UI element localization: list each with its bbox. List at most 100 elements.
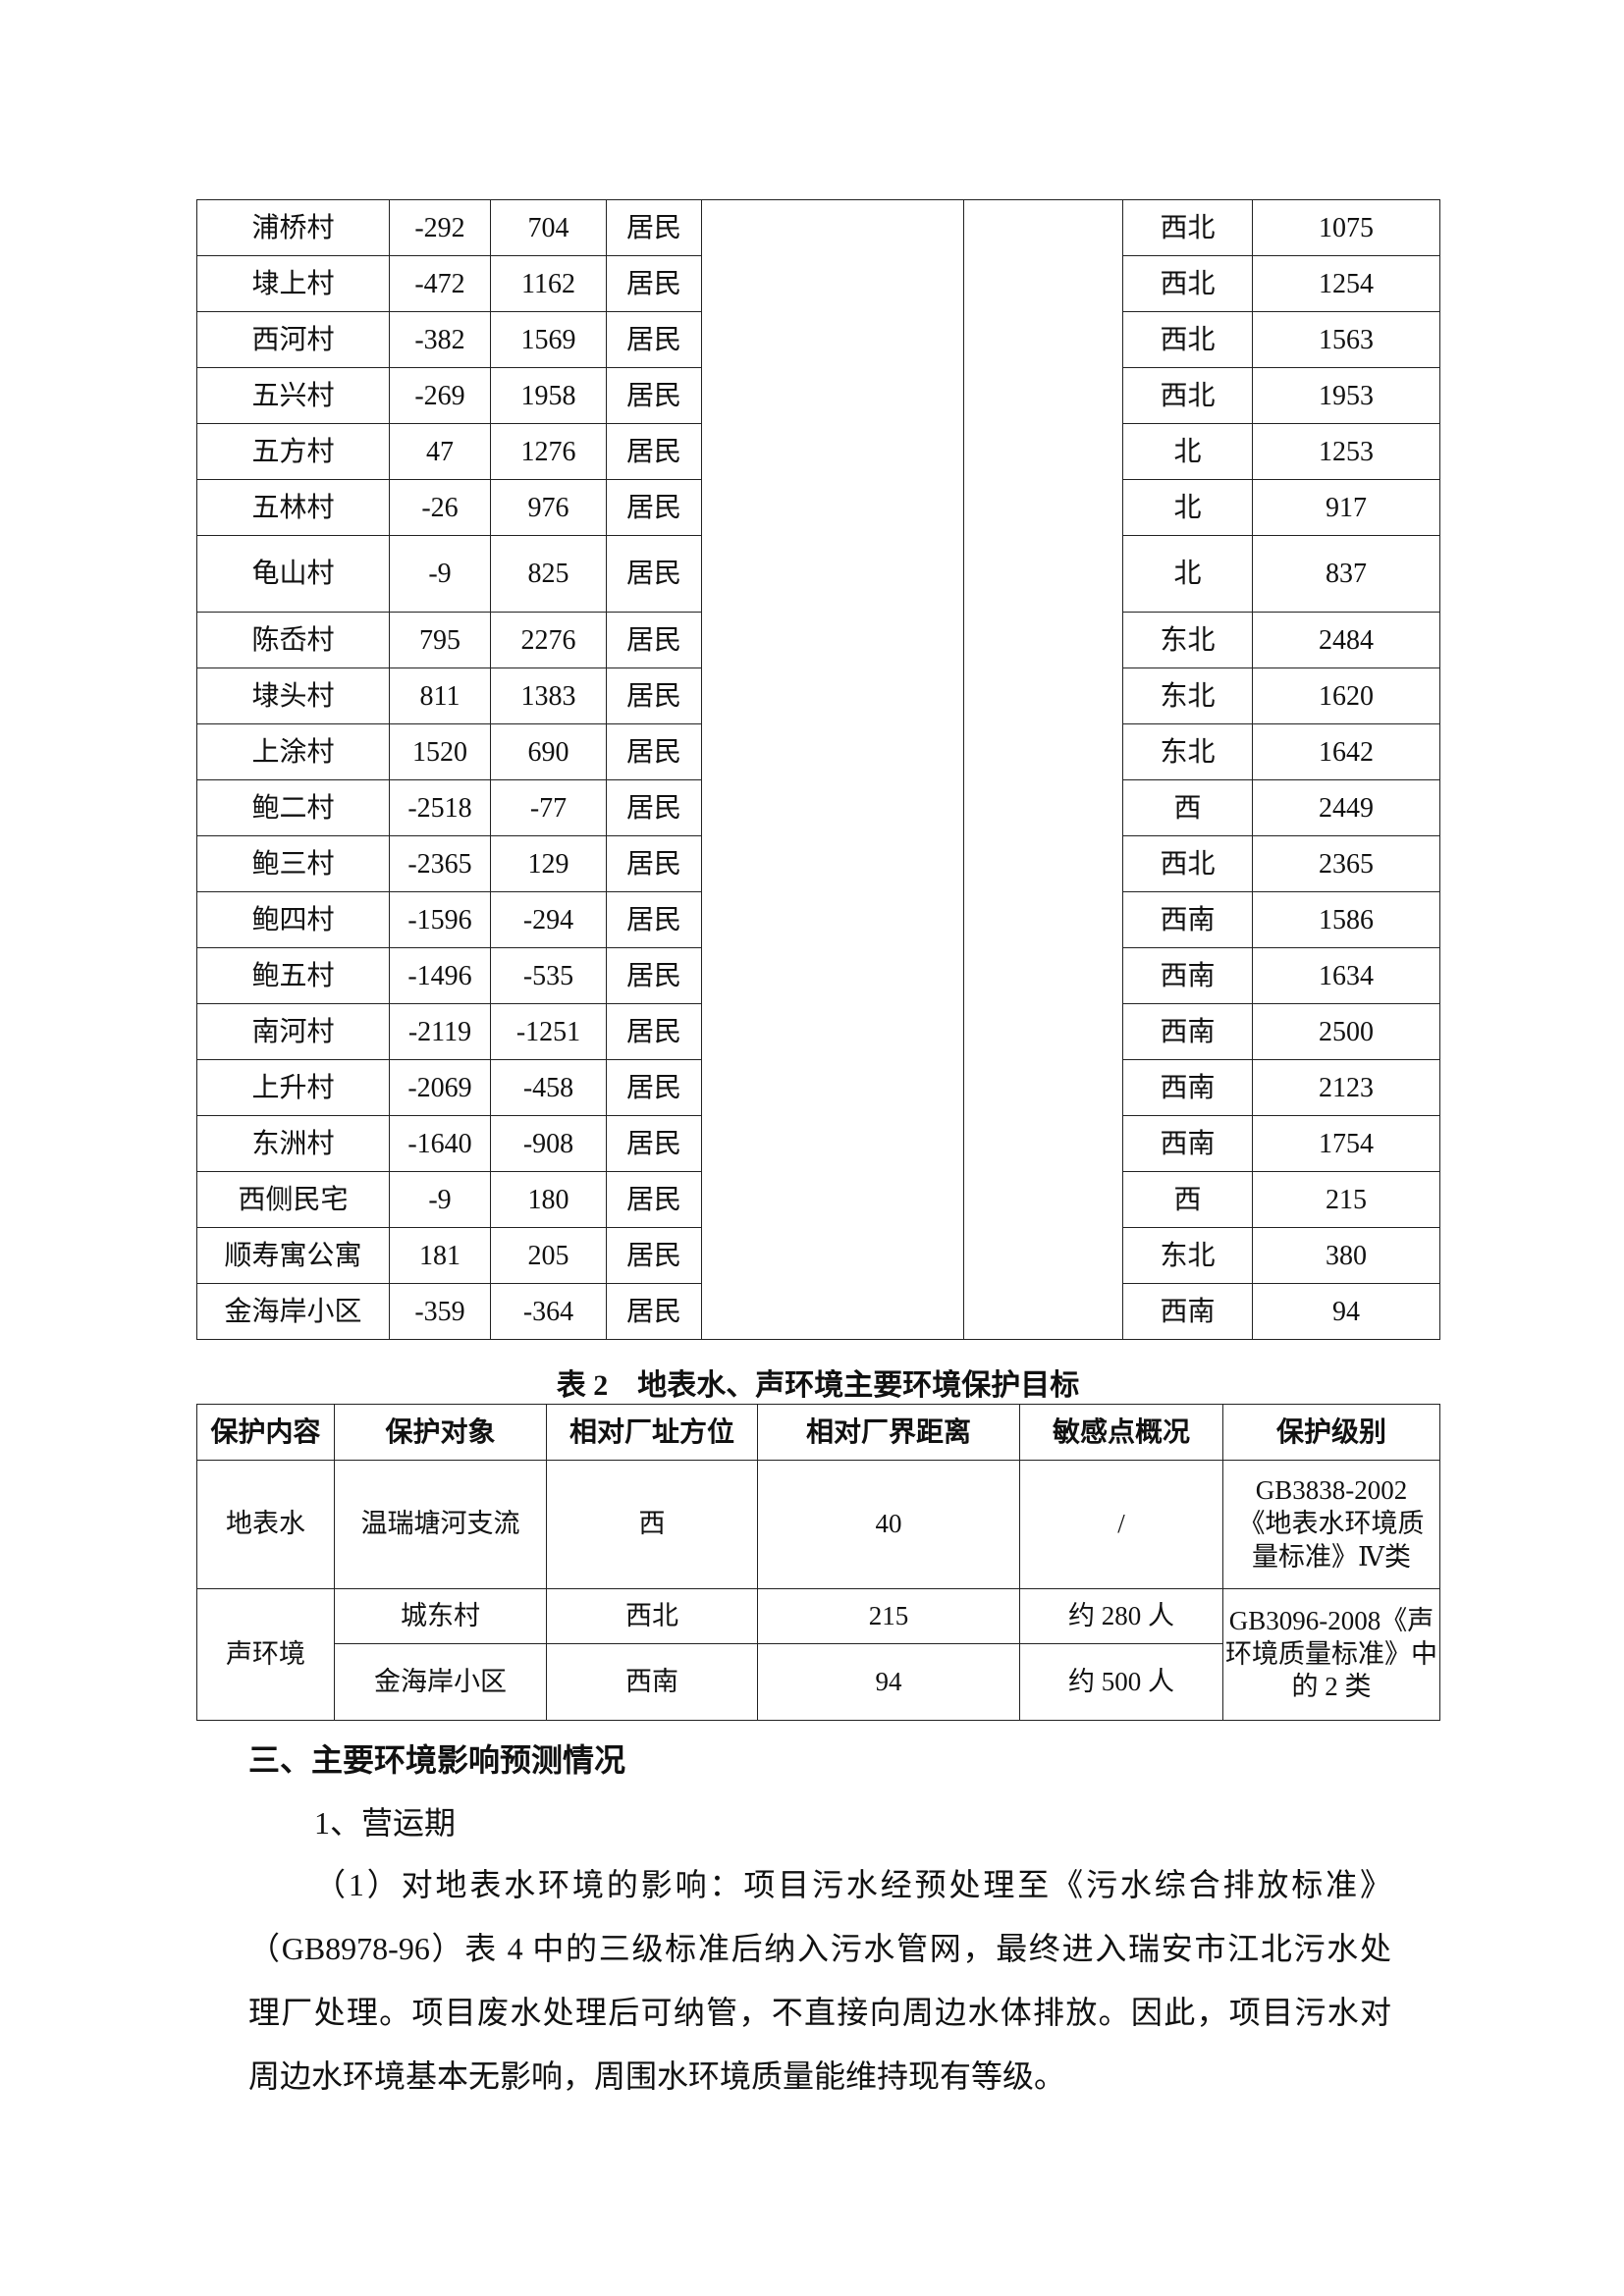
direction-cell: 西北 (1122, 199, 1253, 256)
x-coordinate-cell: 1520 (389, 723, 491, 780)
direction-cell: 西南 (546, 1643, 758, 1721)
name-cell: 鲍二村 (196, 779, 390, 836)
distance-cell: 1254 (1252, 255, 1440, 312)
type-cell: 居民 (606, 367, 702, 424)
distance-cell: 1563 (1252, 311, 1440, 368)
x-coordinate-cell: -26 (389, 479, 491, 536)
category-cell: 地表水 (196, 1460, 335, 1589)
type-cell: 居民 (606, 667, 702, 724)
target-cell: 城东村 (334, 1588, 547, 1644)
header-cell: 敏感点概况 (1019, 1404, 1223, 1461)
name-cell: 鲍五村 (196, 947, 390, 1004)
direction-cell: 西南 (1122, 1283, 1253, 1340)
header-cell: 相对厂界距离 (757, 1404, 1020, 1461)
distance-cell: 1075 (1252, 199, 1440, 256)
distance-cell: 837 (1252, 535, 1440, 613)
overview-cell: / (1019, 1460, 1223, 1589)
distance-cell: 917 (1252, 479, 1440, 536)
x-coordinate-cell: 795 (389, 612, 491, 668)
distance-cell: 215 (757, 1588, 1020, 1644)
direction-cell: 西北 (1122, 835, 1253, 892)
body-paragraph: （1）对地表水环境的影响：项目污水经预处理至《污水综合排放标准》 （GB8978… (248, 1863, 1391, 2118)
table-row: 地表水 温瑞塘河支流 西 40 / GB3838-2002《地表水环境质量标准》… (196, 1460, 1440, 1589)
type-cell: 居民 (606, 947, 702, 1004)
x-coordinate-cell: 181 (389, 1227, 491, 1284)
y-coordinate-cell: 2276 (490, 612, 607, 668)
name-cell: 陈岙村 (196, 612, 390, 668)
overview-cell: 约 280 人 (1019, 1588, 1223, 1644)
distance-cell: 2365 (1252, 835, 1440, 892)
header-cell: 相对厂址方位 (546, 1404, 758, 1461)
type-cell: 居民 (606, 535, 702, 613)
merged-blank-cell (963, 199, 1123, 1340)
x-coordinate-cell: -1640 (389, 1115, 491, 1172)
name-cell: 五方村 (196, 423, 390, 480)
name-cell: 埭上村 (196, 255, 390, 312)
x-coordinate-cell: -1496 (389, 947, 491, 1004)
x-coordinate-cell: -9 (389, 1171, 491, 1228)
name-cell: 金海岸小区 (196, 1283, 390, 1340)
x-coordinate-cell: -9 (389, 535, 491, 613)
direction-cell: 北 (1122, 535, 1253, 613)
y-coordinate-cell: 205 (490, 1227, 607, 1284)
y-coordinate-cell: -294 (490, 891, 607, 948)
distance-cell: 1620 (1252, 667, 1440, 724)
direction-cell: 西 (546, 1460, 758, 1589)
y-coordinate-cell: 690 (490, 723, 607, 780)
type-cell: 居民 (606, 479, 702, 536)
x-coordinate-cell: 811 (389, 667, 491, 724)
type-cell: 居民 (606, 612, 702, 668)
x-coordinate-cell: -2119 (389, 1003, 491, 1060)
y-coordinate-cell: 976 (490, 479, 607, 536)
y-coordinate-cell: -458 (490, 1059, 607, 1116)
y-coordinate-cell: 1569 (490, 311, 607, 368)
subsection-heading: 1、营运期 (314, 1805, 457, 1841)
y-coordinate-cell: 704 (490, 199, 607, 256)
name-cell: 西河村 (196, 311, 390, 368)
y-coordinate-cell: -535 (490, 947, 607, 1004)
type-cell: 居民 (606, 1059, 702, 1116)
table-row: 西河村 -382 1569 居民 西北 1563 (196, 311, 1440, 368)
level-cell: GB3096-2008《声环境质量标准》中的 2 类 (1222, 1588, 1440, 1721)
direction-cell: 西北 (546, 1588, 758, 1644)
type-cell: 居民 (606, 1227, 702, 1284)
name-cell: 埭头村 (196, 667, 390, 724)
direction-cell: 西南 (1122, 947, 1253, 1004)
direction-cell: 东北 (1122, 667, 1253, 724)
distance-cell: 380 (1252, 1227, 1440, 1284)
name-cell: 鲍四村 (196, 891, 390, 948)
overview-cell: 约 500 人 (1019, 1643, 1223, 1721)
type-cell: 居民 (606, 1003, 702, 1060)
table-row: 陈岙村 795 2276 居民 东北 2484 (196, 612, 1440, 668)
x-coordinate-cell: -1596 (389, 891, 491, 948)
distance-cell: 215 (1252, 1171, 1440, 1228)
y-coordinate-cell: 180 (490, 1171, 607, 1228)
direction-cell: 西南 (1122, 891, 1253, 948)
type-cell: 居民 (606, 255, 702, 312)
table-row: 鲍二村 -2518 -77 居民 西 2449 (196, 779, 1440, 836)
direction-cell: 西北 (1122, 311, 1253, 368)
table-row: 龟山村 -9 825 居民 北 837 (196, 535, 1440, 613)
distance-cell: 2500 (1252, 1003, 1440, 1060)
paragraph-line: （GB8978-96）表 4 中的三级标准后纳入污水管网，最终进入瑞安市江北污水… (248, 1931, 1391, 1966)
table-row: 浦桥村 -292 704 居民 西北 1075 (196, 199, 1440, 1340)
y-coordinate-cell: 1162 (490, 255, 607, 312)
y-coordinate-cell: 825 (490, 535, 607, 613)
distance-cell: 2449 (1252, 779, 1440, 836)
table-header-row: 保护内容 保护对象 相对厂址方位 相对厂界距离 敏感点概况 保护级别 (196, 1404, 1440, 1461)
table-row: 西侧民宅 -9 180 居民 西 215 (196, 1171, 1440, 1228)
y-coordinate-cell: 1276 (490, 423, 607, 480)
x-coordinate-cell: -359 (389, 1283, 491, 1340)
table-row: 声环境 城东村 西北 215 约 280 人 GB3096-2008《声环境质量… (196, 1588, 1440, 1721)
table-row: 上涂村 1520 690 居民 东北 1642 (196, 723, 1440, 780)
table-row: 鲍三村 -2365 129 居民 西北 2365 (196, 835, 1440, 892)
type-cell: 居民 (606, 1283, 702, 1340)
name-cell: 五兴村 (196, 367, 390, 424)
target-cell: 温瑞塘河支流 (334, 1460, 547, 1589)
distance-cell: 94 (757, 1643, 1020, 1721)
name-cell: 龟山村 (196, 535, 390, 613)
name-cell: 浦桥村 (196, 199, 390, 256)
y-coordinate-cell: 1383 (490, 667, 607, 724)
level-cell: GB3838-2002《地表水环境质量标准》Ⅳ类 (1222, 1460, 1440, 1589)
merged-blank-cell (701, 199, 964, 1340)
